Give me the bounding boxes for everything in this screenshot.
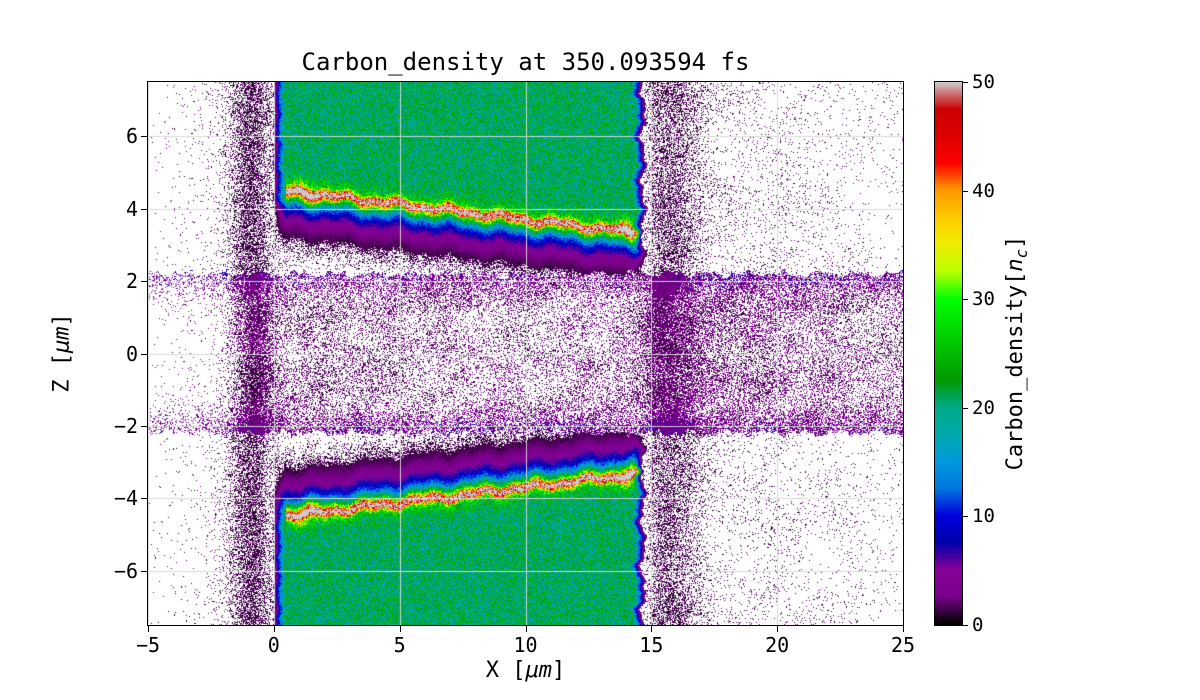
- x-tick-label: 5: [393, 633, 406, 657]
- colorbar-tick-mark: [963, 82, 968, 83]
- colorbar-tick-label: 0: [972, 614, 984, 636]
- x-tick-mark: [273, 626, 275, 632]
- x-tick-mark: [651, 626, 653, 632]
- colorbar-tick-label: 50: [972, 71, 995, 93]
- colorbar-tick-label: 20: [972, 396, 995, 419]
- colorbar-tick-mark: [963, 516, 968, 518]
- y-tick-mark: [141, 498, 147, 500]
- colorbar-tick-mark: [963, 407, 968, 409]
- x-tick-mark: [903, 626, 904, 632]
- density-heatmap-canvas: [148, 82, 903, 625]
- x-tick-label: 0: [267, 633, 280, 657]
- x-axis-label: X [μm]: [485, 658, 566, 683]
- colorbar: [934, 81, 963, 626]
- x-tick-mark: [148, 626, 149, 632]
- y-tick-label: −6: [113, 558, 138, 583]
- colorbar-tick-mark: [963, 299, 968, 301]
- y-tick-label: −2: [113, 413, 138, 438]
- y-tick-label: 2: [125, 269, 138, 294]
- y-tick-mark: [141, 353, 147, 355]
- x-tick-label: 10: [513, 633, 538, 657]
- y-axis-label: Z [μm]: [49, 313, 75, 393]
- y-tick-mark: [141, 136, 147, 138]
- plot-area: [147, 81, 904, 626]
- plot-title: Carbon_density at 350.093594 fs: [301, 48, 750, 76]
- y-tick-mark: [141, 208, 147, 210]
- y-tick-label: 4: [125, 196, 138, 221]
- y-tick-label: −4: [113, 486, 138, 511]
- y-tick-mark: [141, 281, 147, 283]
- colorbar-tick-label: 30: [972, 288, 995, 311]
- x-tick-mark: [399, 626, 401, 632]
- colorbar-tick-label: 10: [972, 505, 995, 528]
- colorbar-tick-mark: [963, 190, 968, 192]
- y-tick-label: 0: [125, 341, 138, 366]
- x-tick-label: 15: [639, 633, 664, 657]
- x-tick-label: 20: [765, 633, 790, 657]
- colorbar-canvas: [935, 82, 962, 625]
- x-tick-label: −5: [135, 633, 161, 657]
- colorbar-tick-mark: [963, 625, 968, 626]
- colorbar-tick-label: 40: [972, 179, 995, 202]
- x-tick-mark: [777, 626, 779, 632]
- x-tick-label: 25: [890, 633, 916, 657]
- colorbar-label: Carbon_density[nc]: [1002, 235, 1032, 471]
- y-tick-mark: [141, 425, 147, 427]
- y-tick-label: 6: [125, 124, 138, 149]
- y-tick-mark: [141, 570, 147, 572]
- x-tick-mark: [525, 626, 527, 632]
